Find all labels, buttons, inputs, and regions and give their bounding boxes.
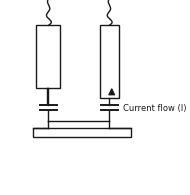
Bar bbox=[36, 25, 60, 88]
Bar bbox=[100, 25, 119, 98]
Text: Current flow (I): Current flow (I) bbox=[123, 104, 186, 113]
Bar bbox=[33, 128, 131, 137]
